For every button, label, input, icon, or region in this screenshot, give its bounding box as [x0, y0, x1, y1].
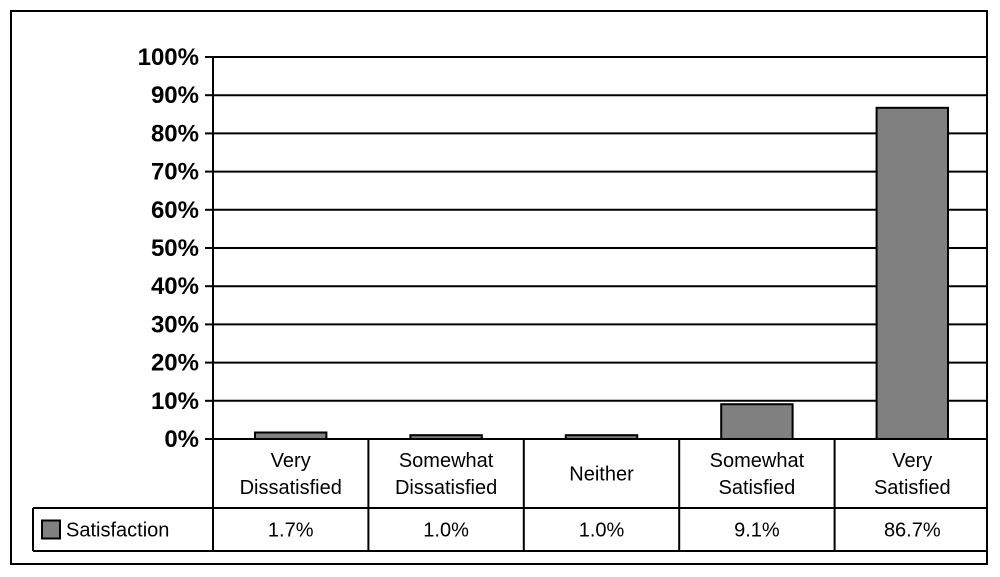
- bar-3: [720, 403, 794, 441]
- y-tick-label: 80%: [151, 120, 199, 147]
- y-tick-label: 90%: [151, 82, 199, 109]
- bar-4: [875, 106, 949, 440]
- y-tick-label: 40%: [151, 273, 199, 300]
- x-category-label: Somewhat: [710, 450, 805, 472]
- x-category-label: Dissatisfied: [240, 477, 342, 499]
- chart-frame: 0% 10% 20% 30% 40% 50% 60% 70% 80% 90% 100% Very Di…: [10, 10, 988, 565]
- x-category-label: Satisfied: [719, 477, 796, 499]
- axes: [205, 56, 986, 440]
- y-tick-label: 60%: [151, 197, 199, 224]
- satisfaction-bar-chart: 0% 10% 20% 30% 40% 50% 60% 70% 80% 90% 100% Very Di…: [32, 44, 986, 552]
- y-tick-label: 30%: [151, 311, 199, 338]
- x-category-label: Somewhat: [399, 450, 494, 472]
- y-tick-label: 50%: [151, 235, 199, 262]
- y-tick-label: 70%: [151, 159, 199, 186]
- x-category-label: Very: [271, 450, 311, 472]
- data-value-label: 86.7%: [884, 520, 941, 542]
- x-category-label: Satisfied: [874, 477, 951, 499]
- x-category-label: Neither: [569, 464, 634, 486]
- y-tick-label: 100%: [138, 44, 199, 71]
- gridlines: [213, 56, 986, 402]
- data-value-label: 1.7%: [268, 520, 314, 542]
- legend-series-name: Satisfaction: [66, 520, 169, 542]
- data-value-label: 1.0%: [579, 520, 625, 542]
- legend-swatch: [41, 519, 61, 540]
- bars: [254, 106, 949, 441]
- y-axis-tick-labels: 0% 10% 20% 30% 40% 50% 60% 70% 80% 90% 100%: [138, 44, 199, 453]
- y-tick-label: 10%: [151, 388, 199, 415]
- y-tick-label: 20%: [151, 350, 199, 377]
- x-category-label: Very: [892, 450, 932, 472]
- data-table: Very Dissatisfied Somewhat Dissatisfied Neit…: [32, 439, 986, 552]
- y-tick-label: 0%: [164, 426, 199, 453]
- x-category-label: Dissatisfied: [395, 477, 497, 499]
- data-value-label: 1.0%: [423, 520, 469, 542]
- data-value-label: 9.1%: [734, 520, 780, 542]
